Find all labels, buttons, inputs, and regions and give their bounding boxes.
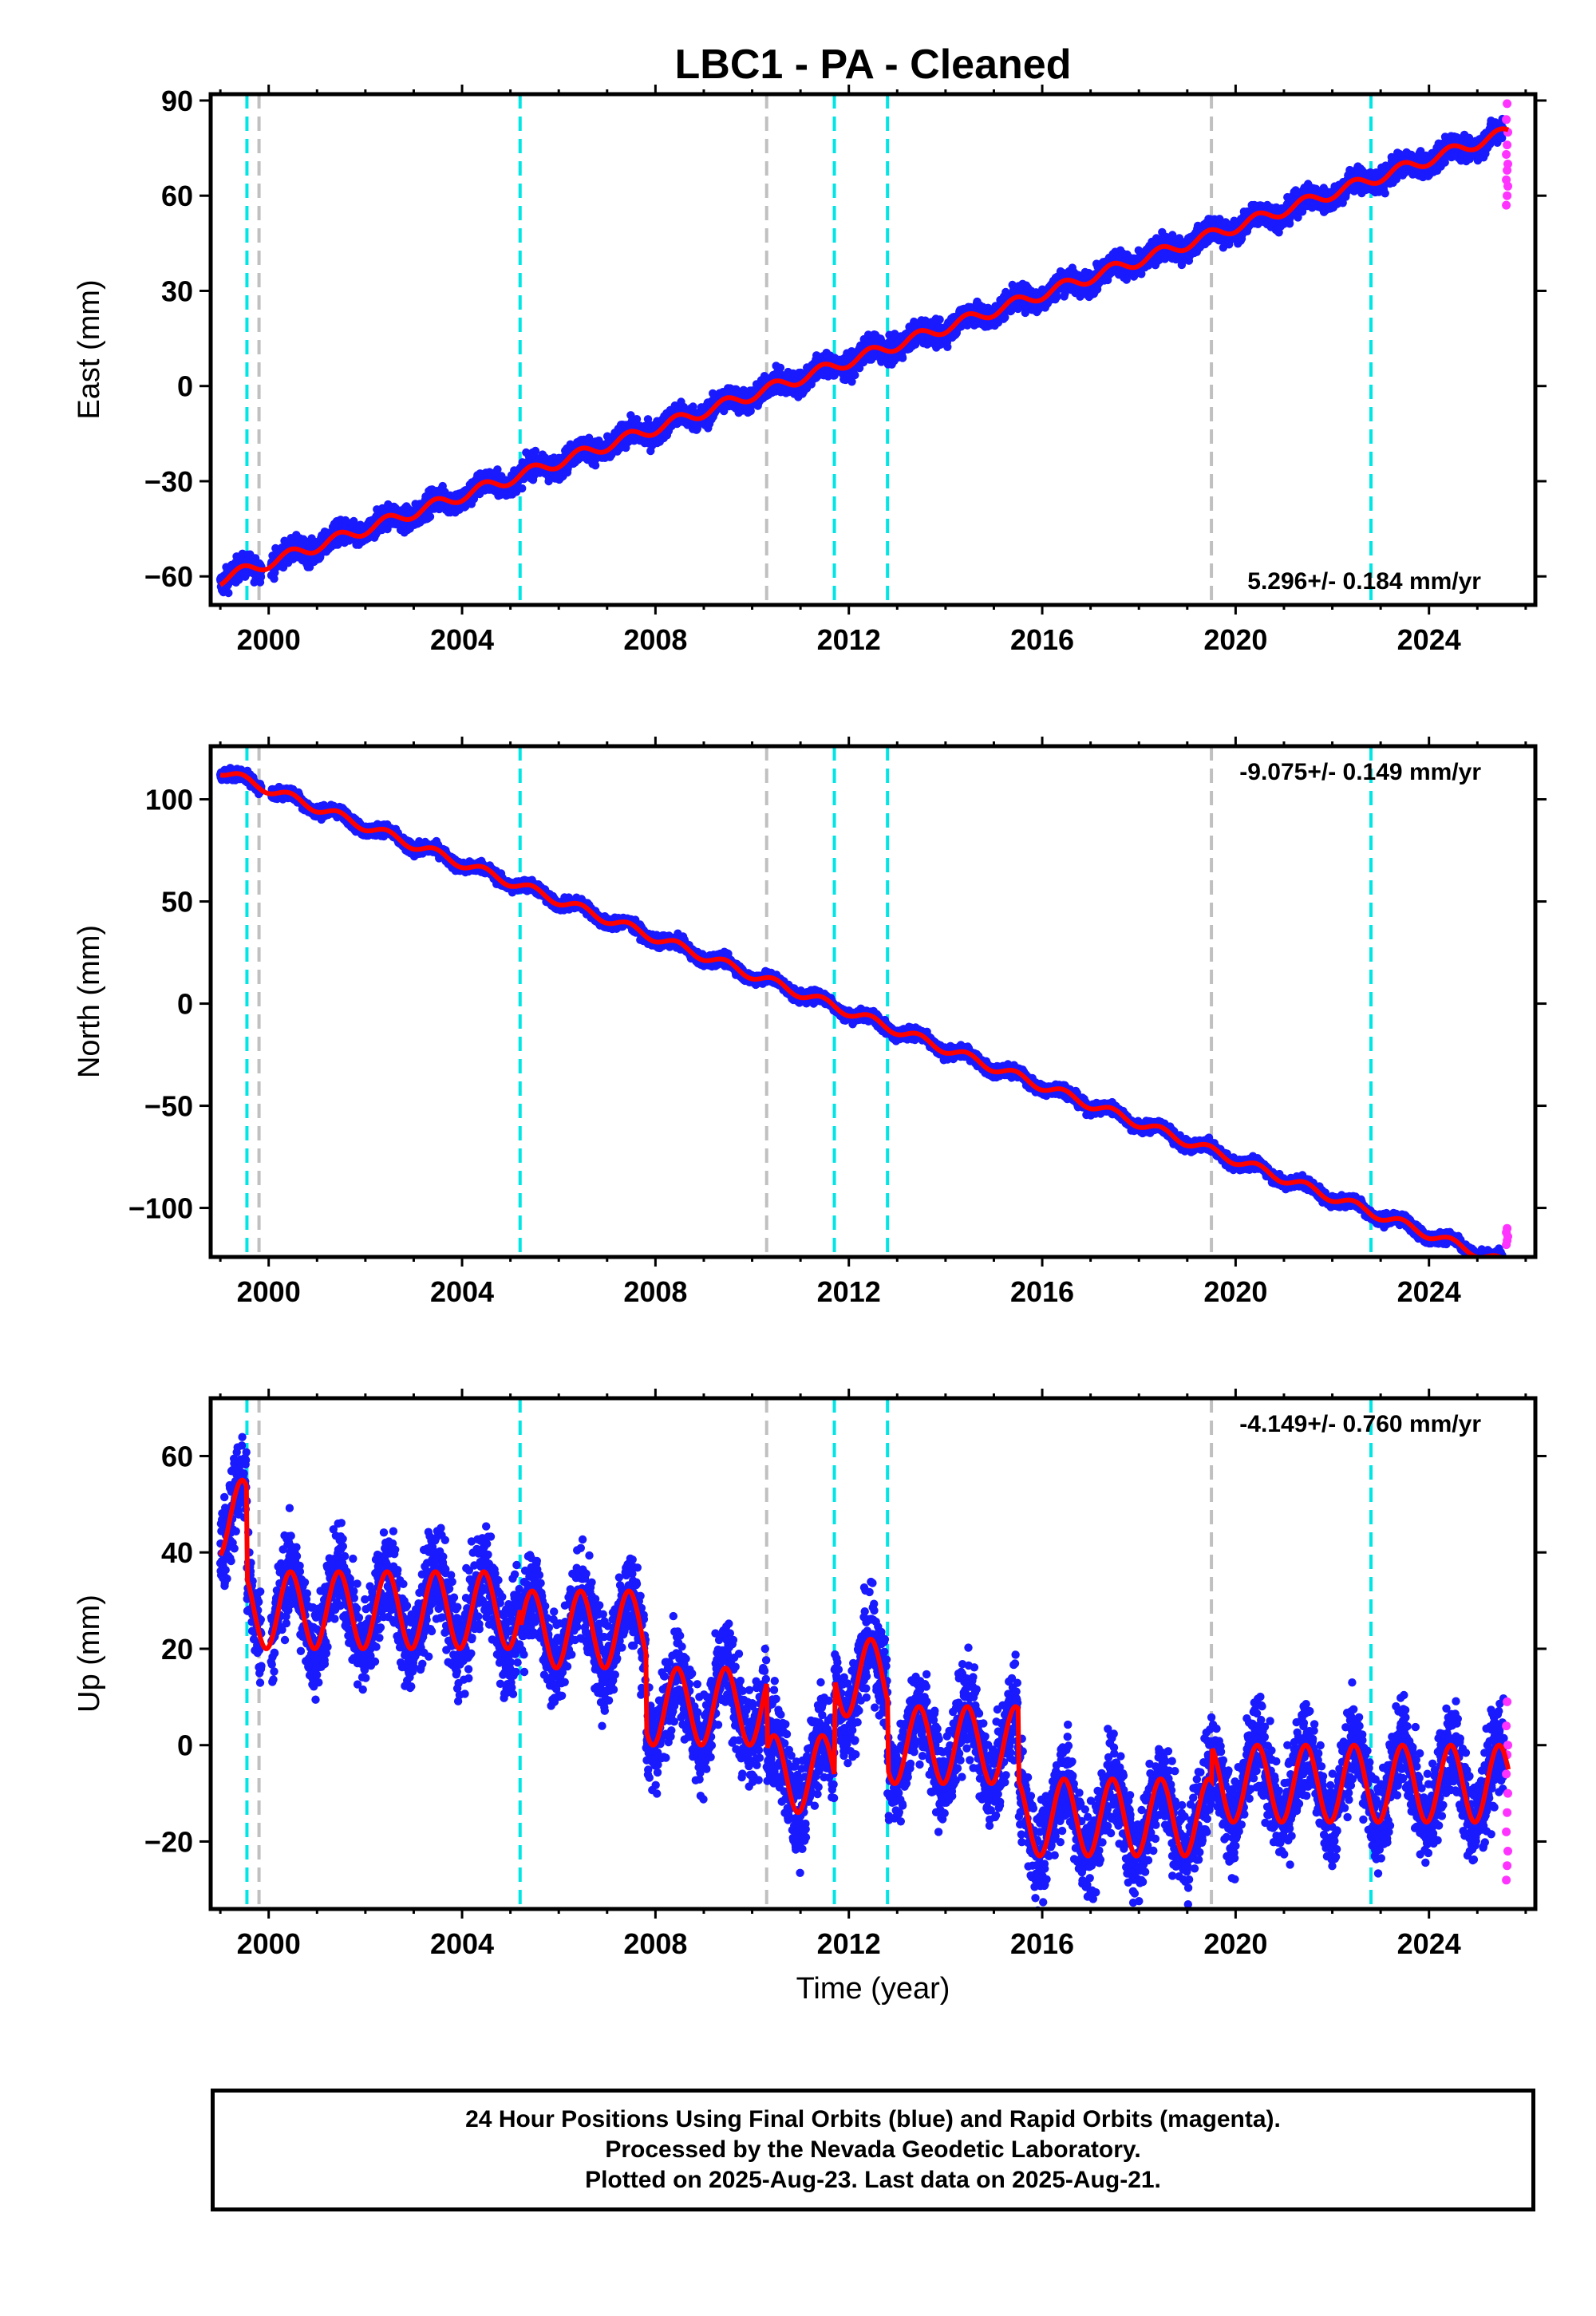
east-panel: 2000 2004 2008 2012 2016 2020 2024−60−30030609…	[73, 85, 1547, 656]
east-data-point	[493, 465, 502, 474]
east-data-point	[1053, 292, 1061, 302]
chart-title: LBC1 - PA - Cleaned	[675, 41, 1072, 88]
east-data-point	[518, 484, 527, 493]
east-data-point	[1001, 313, 1009, 322]
east-data-point	[270, 575, 279, 583]
east-data-point	[943, 342, 952, 351]
east-data-point	[425, 512, 435, 521]
east-data-point	[935, 315, 944, 324]
east-data-point	[776, 363, 785, 372]
east-data-point	[898, 354, 907, 362]
east-data-point	[224, 588, 233, 598]
east-data-point	[531, 446, 540, 456]
east-data-point	[591, 461, 600, 470]
